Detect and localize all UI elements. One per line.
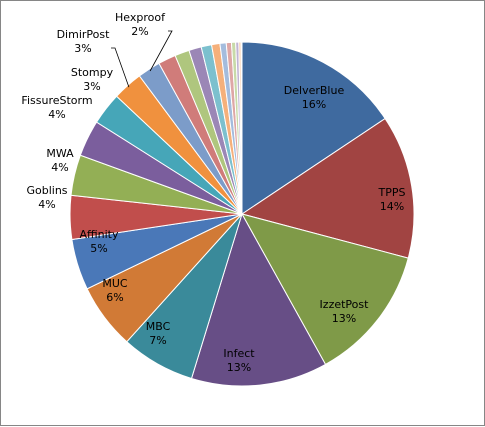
pie-slice-other-23 (240, 41, 243, 215)
slice-percent-hexproof: 2% (131, 25, 148, 38)
slice-label-muc: MUC 6% (102, 277, 128, 304)
pie-slices (69, 41, 415, 387)
slice-percent-infect: 13% (227, 361, 251, 374)
pie-slice-delverblue (241, 41, 386, 215)
slice-label-mwa: MWA 4% (46, 147, 74, 174)
slice-name-delverblue: DelverBlue (284, 84, 345, 97)
slice-label-delverblue: DelverBlue 16% (284, 84, 345, 111)
slice-name-stompy: Stompy (71, 66, 114, 79)
slice-percent-stompy: 3% (83, 80, 100, 93)
slice-label-mbc: MBC 7% (146, 320, 171, 347)
slice-name-hexproof: Hexproof (115, 11, 166, 24)
slice-percent-tpps: 14% (380, 200, 404, 213)
slice-name-dimirpost: DimirPost (57, 28, 111, 41)
slice-labels: DelverBlue 16%TPPS 14%IzzetPost 13%Infect 13… (21, 11, 405, 374)
slice-label-goblins: Goblins 4% (26, 184, 67, 211)
slice-name-izzetpost: IzzetPost (320, 298, 370, 311)
slice-name-fissurestorm: FissureStorm (21, 94, 92, 107)
slice-label-affinity: Affinity 5% (79, 228, 119, 255)
slice-percent-delverblue: 16% (302, 98, 326, 111)
leader-lines (111, 30, 173, 88)
slice-label-fissurestorm: FissureStorm 4% (21, 94, 92, 121)
slice-name-mbc: MBC (146, 320, 171, 333)
slice-name-infect: Infect (223, 347, 255, 360)
pie-slice-infect (190, 212, 327, 387)
pie-slice-tpps (240, 117, 415, 259)
slice-label-izzetpost: IzzetPost 13% (320, 298, 370, 325)
slice-percent-mwa: 4% (51, 161, 68, 174)
leader-line-hexproof (149, 30, 173, 72)
slice-percent-fissurestorm: 4% (48, 108, 65, 121)
slice-name-goblins: Goblins (26, 184, 67, 197)
slice-label-dimirpost: DimirPost 3% (57, 28, 111, 55)
slice-label-stompy: Stompy 3% (71, 66, 114, 93)
slice-percent-izzetpost: 13% (332, 312, 356, 325)
slice-percent-dimirpost: 3% (74, 42, 91, 55)
slice-percent-affinity: 5% (90, 242, 107, 255)
slice-percent-mbc: 7% (149, 334, 166, 347)
slice-label-infect: Infect 13% (223, 347, 255, 374)
pie-slice-izzetpost (240, 213, 409, 366)
slice-label-hexproof: Hexproof 2% (115, 11, 166, 38)
slice-percent-muc: 6% (106, 291, 123, 304)
slice-percent-goblins: 4% (38, 198, 55, 211)
slice-name-affinity: Affinity (79, 228, 119, 241)
slice-name-mwa: MWA (46, 147, 74, 160)
slice-name-tpps: TPPS (378, 186, 406, 199)
slice-name-muc: MUC (102, 277, 128, 290)
leader-line-dimirpost (111, 47, 130, 88)
slice-label-tpps: TPPS 14% (378, 186, 406, 213)
